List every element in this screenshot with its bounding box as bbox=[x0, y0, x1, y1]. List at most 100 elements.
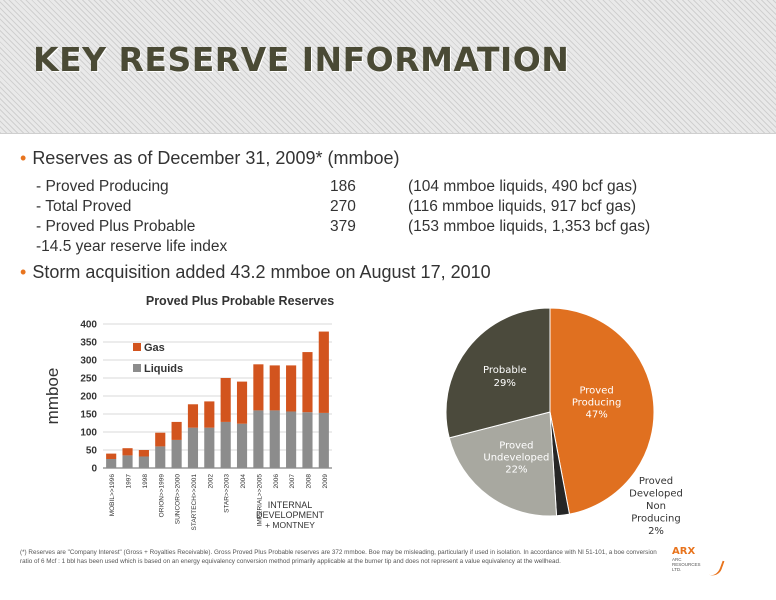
pie-label: Producing bbox=[572, 398, 622, 409]
bar-gas bbox=[318, 331, 329, 413]
bullet-dot: • bbox=[20, 148, 27, 168]
bar-liquids bbox=[122, 455, 133, 468]
pie-label: Proved bbox=[579, 386, 613, 397]
page-title: KEY RESERVE INFORMATION bbox=[33, 40, 570, 79]
logo-name: ARX bbox=[672, 546, 696, 557]
annotation-development: DEVELOPMENT bbox=[256, 510, 325, 520]
bullet-storm-text: Storm acquisition added 43.2 mmboe on Au… bbox=[32, 262, 491, 282]
bar-gas bbox=[269, 365, 280, 411]
y-tick-label: 300 bbox=[80, 356, 97, 367]
y-tick-label: 250 bbox=[80, 374, 97, 385]
x-tick-label: STARTECH>>2001 bbox=[191, 474, 198, 531]
arx-logo: ARX ARC RESOURCES LTD. bbox=[672, 546, 725, 586]
y-axis-label: mmboe bbox=[43, 368, 62, 425]
title-banner: KEY RESERVE INFORMATION bbox=[0, 0, 776, 134]
x-tick-label: MOBIL>>1996 bbox=[109, 474, 116, 517]
bar-liquids bbox=[269, 410, 280, 468]
pie-slice bbox=[448, 411, 558, 517]
pie-slice bbox=[445, 307, 551, 439]
x-tick-label: 2007 bbox=[289, 474, 296, 489]
legend-swatch-liquids bbox=[133, 364, 141, 372]
x-tick-label: 1998 bbox=[142, 474, 149, 489]
bar-liquids bbox=[138, 456, 149, 468]
row-label: -14.5 year reserve life index bbox=[36, 238, 228, 255]
row-label: - Proved Plus Probable bbox=[36, 218, 196, 235]
bar-liquids bbox=[106, 459, 117, 468]
bar-chart-title: Proved Plus Probable Reserves bbox=[146, 294, 334, 308]
bar-gas bbox=[138, 450, 149, 457]
annotation-montney: + MONTNEY bbox=[265, 520, 315, 530]
bar-gas bbox=[286, 365, 297, 412]
row-detail: (104 mmboe liquids, 490 bcf gas) bbox=[408, 178, 638, 195]
bar-liquids bbox=[155, 446, 166, 468]
annotation-internal: INTERNAL bbox=[268, 500, 313, 510]
y-tick-label: 100 bbox=[80, 428, 97, 439]
bar-liquids bbox=[318, 412, 329, 468]
x-tick-label: 1997 bbox=[126, 474, 133, 489]
pie-label: Non bbox=[646, 501, 666, 512]
bar-liquids bbox=[187, 427, 199, 468]
bullet-dot: • bbox=[20, 262, 27, 282]
bar-liquids bbox=[286, 411, 297, 468]
pie-value: 47% bbox=[585, 410, 607, 421]
x-tick-label: ORION>>1999 bbox=[158, 474, 165, 518]
logo-line: ARC bbox=[672, 557, 682, 562]
pie-slice bbox=[549, 307, 655, 515]
bar-liquids bbox=[236, 423, 248, 468]
pie-label: Proved bbox=[639, 476, 673, 487]
legend-swatch-gas bbox=[133, 343, 141, 351]
y-tick-label: 350 bbox=[80, 338, 97, 349]
bar-gas bbox=[106, 453, 117, 459]
y-tick-label: 0 bbox=[91, 464, 97, 475]
x-tick-label: IMPERIAL>>2005 bbox=[256, 474, 263, 527]
bar-liquids bbox=[171, 439, 182, 468]
bar-gas bbox=[171, 421, 182, 440]
x-tick-label: 2002 bbox=[207, 474, 214, 489]
logo-line: RESOURCES bbox=[672, 562, 701, 567]
bar-gas bbox=[122, 448, 133, 456]
bullet-storm: • Storm acquisition added 43.2 mmboe on A… bbox=[20, 262, 491, 283]
y-tick-label: 50 bbox=[86, 446, 98, 457]
y-tick-label: 400 bbox=[80, 320, 97, 331]
row-value: 379 bbox=[330, 218, 356, 235]
x-tick-label: SUNCOR>>2000 bbox=[175, 474, 182, 525]
bar-gas bbox=[155, 432, 166, 447]
pie-value: 2% bbox=[648, 526, 664, 537]
x-tick-label: 2009 bbox=[322, 474, 329, 489]
bar-liquids bbox=[204, 427, 215, 468]
row-detail: (116 mmboe liquids, 917 bcf gas) bbox=[408, 198, 637, 215]
row-label: - Proved Producing bbox=[36, 178, 169, 195]
x-tick-label: 2004 bbox=[240, 474, 247, 489]
x-tick-label: 2006 bbox=[273, 474, 280, 489]
pie-label: Developed bbox=[629, 489, 683, 500]
pie-label: Undeveloped bbox=[483, 452, 549, 463]
pie-value: 29% bbox=[494, 378, 516, 389]
row-label: - Total Proved bbox=[36, 198, 132, 215]
bar-gas bbox=[236, 381, 248, 424]
pie-label: Proved bbox=[499, 440, 533, 451]
bar-gas bbox=[187, 404, 199, 428]
bar-gas bbox=[253, 364, 264, 411]
row-value: 186 bbox=[330, 178, 356, 195]
pie-label: Producing bbox=[631, 514, 681, 525]
bar-gas bbox=[220, 378, 231, 422]
legend-label-liquids: Liquids bbox=[144, 363, 183, 375]
x-tick-label: STAR>>2003 bbox=[224, 474, 231, 513]
bar-liquids bbox=[220, 421, 231, 468]
footnote: (*) Reserves are "Company Interest" (Gro… bbox=[20, 549, 657, 565]
x-tick-label: 2008 bbox=[305, 474, 312, 489]
bar-gas bbox=[204, 401, 215, 428]
row-value: 270 bbox=[330, 198, 356, 215]
bullet-reserves: • Reserves as of December 31, 2009* (mmbo… bbox=[20, 148, 399, 169]
y-tick-label: 200 bbox=[80, 392, 97, 403]
logo-line: LTD. bbox=[672, 567, 682, 572]
pie-label: Probable bbox=[483, 365, 527, 376]
legend-label-gas: Gas bbox=[144, 342, 165, 354]
y-tick-label: 150 bbox=[80, 410, 97, 421]
bar-gas bbox=[302, 352, 313, 413]
bar-liquids bbox=[302, 412, 313, 468]
pie-value: 22% bbox=[505, 464, 527, 475]
row-detail: (153 mmboe liquids, 1,353 bcf gas) bbox=[408, 218, 651, 235]
bar-liquids bbox=[253, 410, 264, 468]
